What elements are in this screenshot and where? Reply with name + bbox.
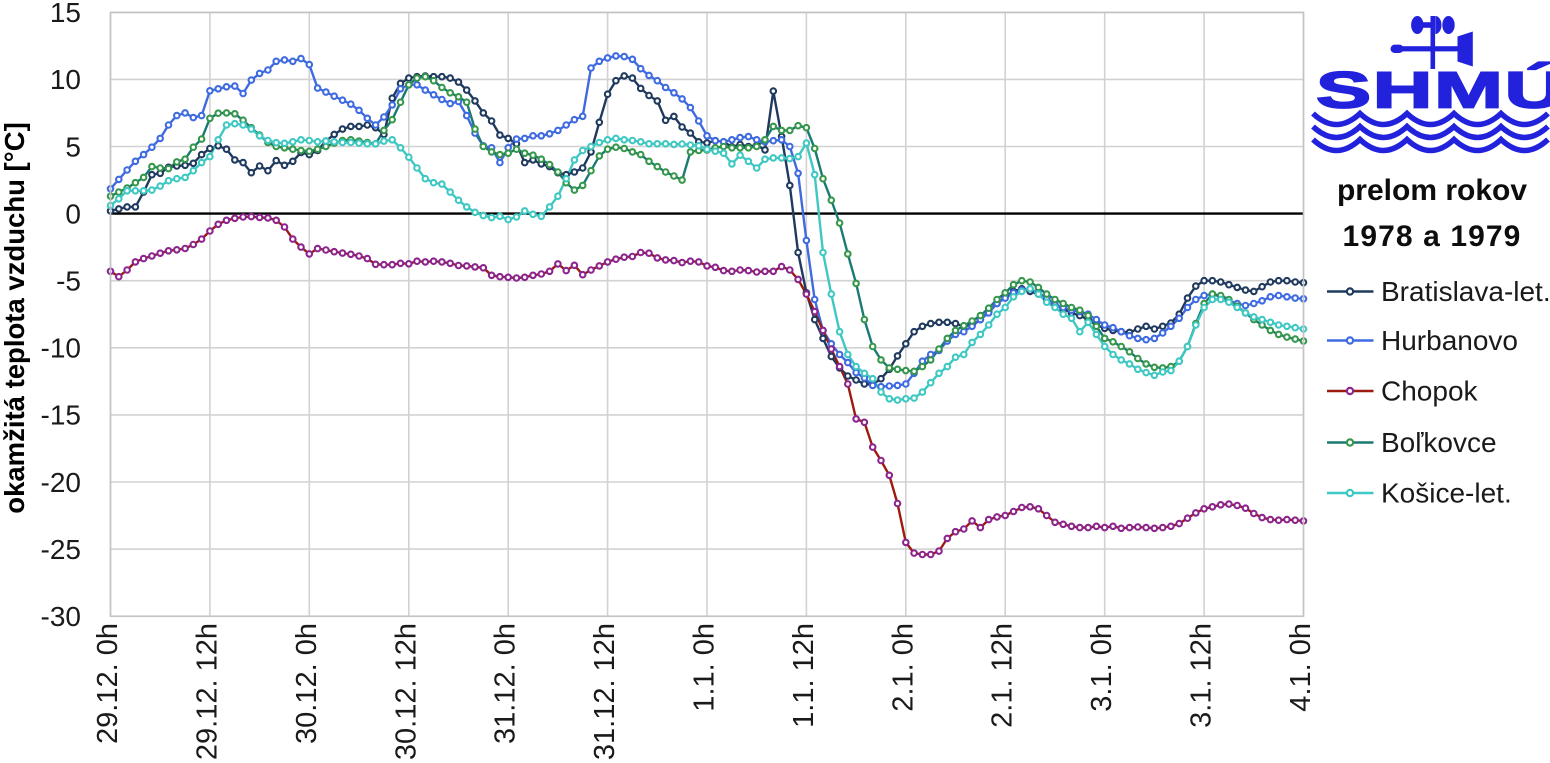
svg-text:1.1. 12h: 1.1. 12h xyxy=(788,623,820,728)
svg-text:15: 15 xyxy=(50,0,81,28)
svg-text:5: 5 xyxy=(65,131,81,162)
svg-text:2.1. 0h: 2.1. 0h xyxy=(887,623,919,712)
svg-text:prelom rokov: prelom rokov xyxy=(1337,174,1527,207)
svg-text:Chopok: Chopok xyxy=(1381,376,1479,407)
svg-text:-30: -30 xyxy=(41,601,81,632)
svg-text:-20: -20 xyxy=(41,467,81,498)
svg-text:Bratislava-let.: Bratislava-let. xyxy=(1381,276,1550,307)
svg-text:31.12. 12h: 31.12. 12h xyxy=(589,623,621,760)
svg-text:3.1. 0h: 3.1. 0h xyxy=(1086,623,1118,712)
svg-text:0: 0 xyxy=(65,198,81,229)
svg-text:Hurbanovo: Hurbanovo xyxy=(1381,325,1518,356)
svg-text:29.12. 12h: 29.12. 12h xyxy=(191,623,223,760)
svg-text:2.1. 12h: 2.1. 12h xyxy=(987,623,1019,728)
svg-text:-25: -25 xyxy=(41,534,81,565)
svg-text:30.12. 12h: 30.12. 12h xyxy=(390,623,422,760)
svg-text:29.12. 0h: 29.12. 0h xyxy=(92,623,124,744)
svg-text:-10: -10 xyxy=(41,333,81,364)
svg-text:Košice-let.: Košice-let. xyxy=(1381,478,1512,509)
svg-text:10: 10 xyxy=(50,64,81,95)
svg-text:-15: -15 xyxy=(41,400,81,431)
svg-text:Boľkovce: Boľkovce xyxy=(1381,427,1497,458)
svg-text:31.12. 0h: 31.12. 0h xyxy=(490,623,522,744)
svg-text:3.1. 12h: 3.1. 12h xyxy=(1186,623,1218,728)
svg-text:1978 a 1979: 1978 a 1979 xyxy=(1343,220,1522,253)
svg-text:SHMÚ: SHMÚ xyxy=(1316,61,1550,118)
svg-text:30.12. 0h: 30.12. 0h xyxy=(291,623,323,744)
svg-text:okamžitá teplota vzduchu [°C]: okamžitá teplota vzduchu [°C] xyxy=(0,122,30,513)
svg-text:1.1. 0h: 1.1. 0h xyxy=(689,623,721,712)
svg-text:4.1. 0h: 4.1. 0h xyxy=(1285,623,1317,712)
svg-text:-5: -5 xyxy=(56,266,81,297)
